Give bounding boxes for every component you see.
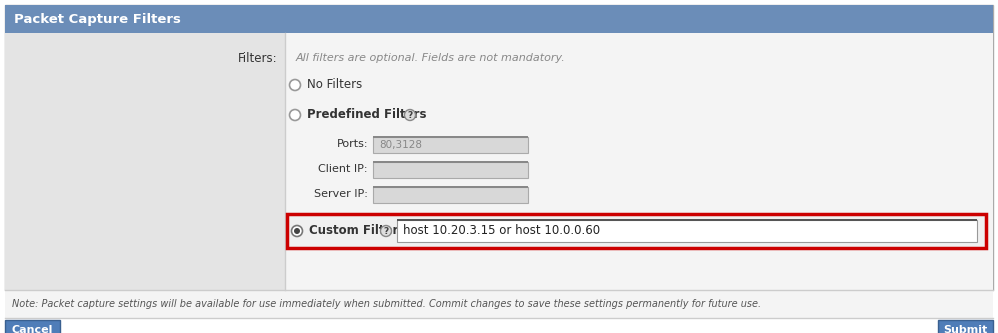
FancyBboxPatch shape xyxy=(5,33,285,290)
FancyBboxPatch shape xyxy=(5,5,993,33)
Text: All filters are optional. Fields are not mandatory.: All filters are optional. Fields are not… xyxy=(296,53,566,63)
FancyBboxPatch shape xyxy=(397,219,977,220)
FancyBboxPatch shape xyxy=(373,187,528,203)
Text: Ports:: Ports: xyxy=(336,139,368,149)
FancyBboxPatch shape xyxy=(373,161,528,163)
FancyBboxPatch shape xyxy=(397,220,977,242)
Circle shape xyxy=(404,110,415,121)
FancyBboxPatch shape xyxy=(5,320,60,333)
Text: ?: ? xyxy=(407,111,412,120)
Circle shape xyxy=(380,225,391,236)
Circle shape xyxy=(294,228,300,234)
Text: host 10.20.3.15 or host 10.0.0.60: host 10.20.3.15 or host 10.0.0.60 xyxy=(403,224,600,237)
Text: No Filters: No Filters xyxy=(307,79,362,92)
FancyBboxPatch shape xyxy=(373,162,528,178)
FancyBboxPatch shape xyxy=(287,214,986,248)
Circle shape xyxy=(289,80,300,91)
Text: Predefined Filters: Predefined Filters xyxy=(307,109,426,122)
FancyBboxPatch shape xyxy=(373,186,528,187)
Text: Client IP:: Client IP: xyxy=(318,164,368,174)
Text: Packet Capture Filters: Packet Capture Filters xyxy=(14,13,181,26)
Text: Submit: Submit xyxy=(943,325,987,333)
Text: Note: Packet capture settings will be available for use immediately when submitt: Note: Packet capture settings will be av… xyxy=(12,299,761,309)
FancyBboxPatch shape xyxy=(373,137,528,153)
Text: Custom Filter: Custom Filter xyxy=(309,224,398,237)
FancyBboxPatch shape xyxy=(373,136,528,138)
Text: ?: ? xyxy=(383,226,388,235)
FancyBboxPatch shape xyxy=(938,320,993,333)
FancyBboxPatch shape xyxy=(5,5,993,290)
FancyBboxPatch shape xyxy=(285,33,993,290)
Text: Cancel: Cancel xyxy=(11,325,53,333)
Circle shape xyxy=(289,110,300,121)
Text: Server IP:: Server IP: xyxy=(314,189,368,199)
Text: 80,3128: 80,3128 xyxy=(379,140,422,150)
Circle shape xyxy=(291,225,302,236)
FancyBboxPatch shape xyxy=(5,290,993,318)
Text: Filters:: Filters: xyxy=(239,52,278,65)
